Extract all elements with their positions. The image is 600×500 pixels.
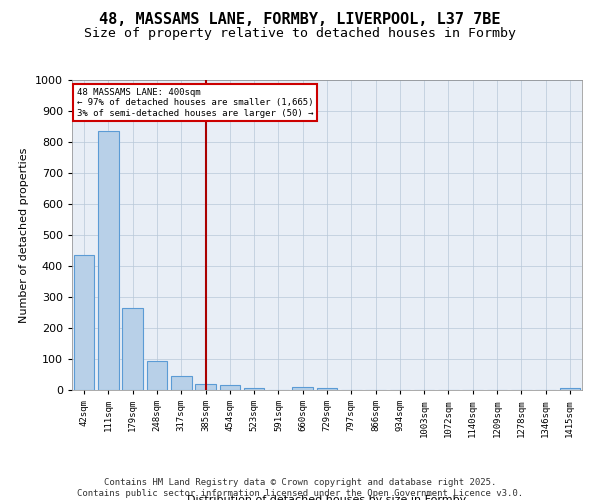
Bar <box>74 255 94 390</box>
Bar <box>98 131 119 390</box>
Bar <box>220 386 240 390</box>
Text: Size of property relative to detached houses in Formby: Size of property relative to detached ho… <box>84 28 516 40</box>
Bar <box>171 376 191 390</box>
Bar <box>195 384 216 390</box>
Text: Contains HM Land Registry data © Crown copyright and database right 2025.
Contai: Contains HM Land Registry data © Crown c… <box>77 478 523 498</box>
Bar <box>560 388 580 390</box>
Bar <box>244 388 265 390</box>
X-axis label: Distribution of detached houses by size in Formby: Distribution of detached houses by size … <box>187 495 467 500</box>
Text: 48 MASSAMS LANE: 400sqm
← 97% of detached houses are smaller (1,665)
3% of semi-: 48 MASSAMS LANE: 400sqm ← 97% of detache… <box>77 88 314 118</box>
Bar <box>146 360 167 390</box>
Bar <box>292 387 313 390</box>
Bar <box>317 388 337 390</box>
Text: 48, MASSAMS LANE, FORMBY, LIVERPOOL, L37 7BE: 48, MASSAMS LANE, FORMBY, LIVERPOOL, L37… <box>99 12 501 28</box>
Bar <box>122 308 143 390</box>
Y-axis label: Number of detached properties: Number of detached properties <box>19 148 29 322</box>
